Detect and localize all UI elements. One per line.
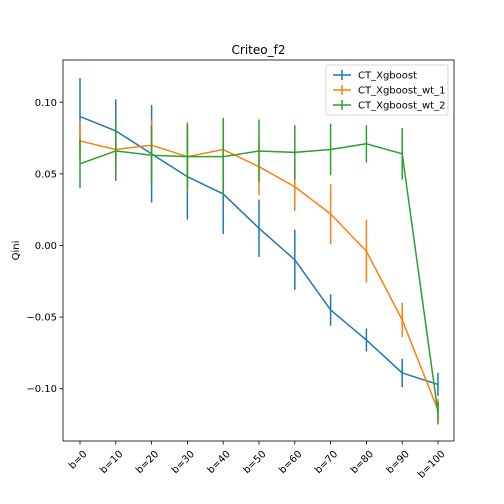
- legend: CT_Xgboost CT_Xgboost_wt_1 CT_Xgboost_wt_2: [325, 64, 449, 116]
- plot-marks: [79, 77, 439, 425]
- legend-box: [325, 64, 449, 116]
- y-tick-label: −0.05: [26, 313, 57, 324]
- legend-item: CT_Xgboost_wt_2: [333, 100, 445, 112]
- chart-title: Criteo_f2: [232, 43, 286, 57]
- plot-frame: [62, 59, 455, 442]
- y-tick-label: 0.10: [35, 98, 57, 109]
- legend-label: CT_Xgboost_wt_2: [358, 101, 445, 112]
- series-line: [79, 143, 439, 414]
- legend-item: CT_Xgboost: [333, 70, 417, 82]
- legend-label: CT_Xgboost: [358, 71, 417, 82]
- legend-label: CT_Xgboost_wt_1: [358, 86, 445, 97]
- series-3: [79, 118, 439, 425]
- y-tick-label: 0.05: [35, 169, 57, 180]
- y-tick-label: 0.00: [35, 241, 57, 252]
- y-tick-label: −0.10: [26, 384, 57, 395]
- legend-item: CT_Xgboost_wt_1: [333, 85, 445, 97]
- y-axis: −0.10 −0.05 0.00 0.05 0.10: [26, 98, 63, 395]
- y-axis-label: Qini: [11, 241, 22, 261]
